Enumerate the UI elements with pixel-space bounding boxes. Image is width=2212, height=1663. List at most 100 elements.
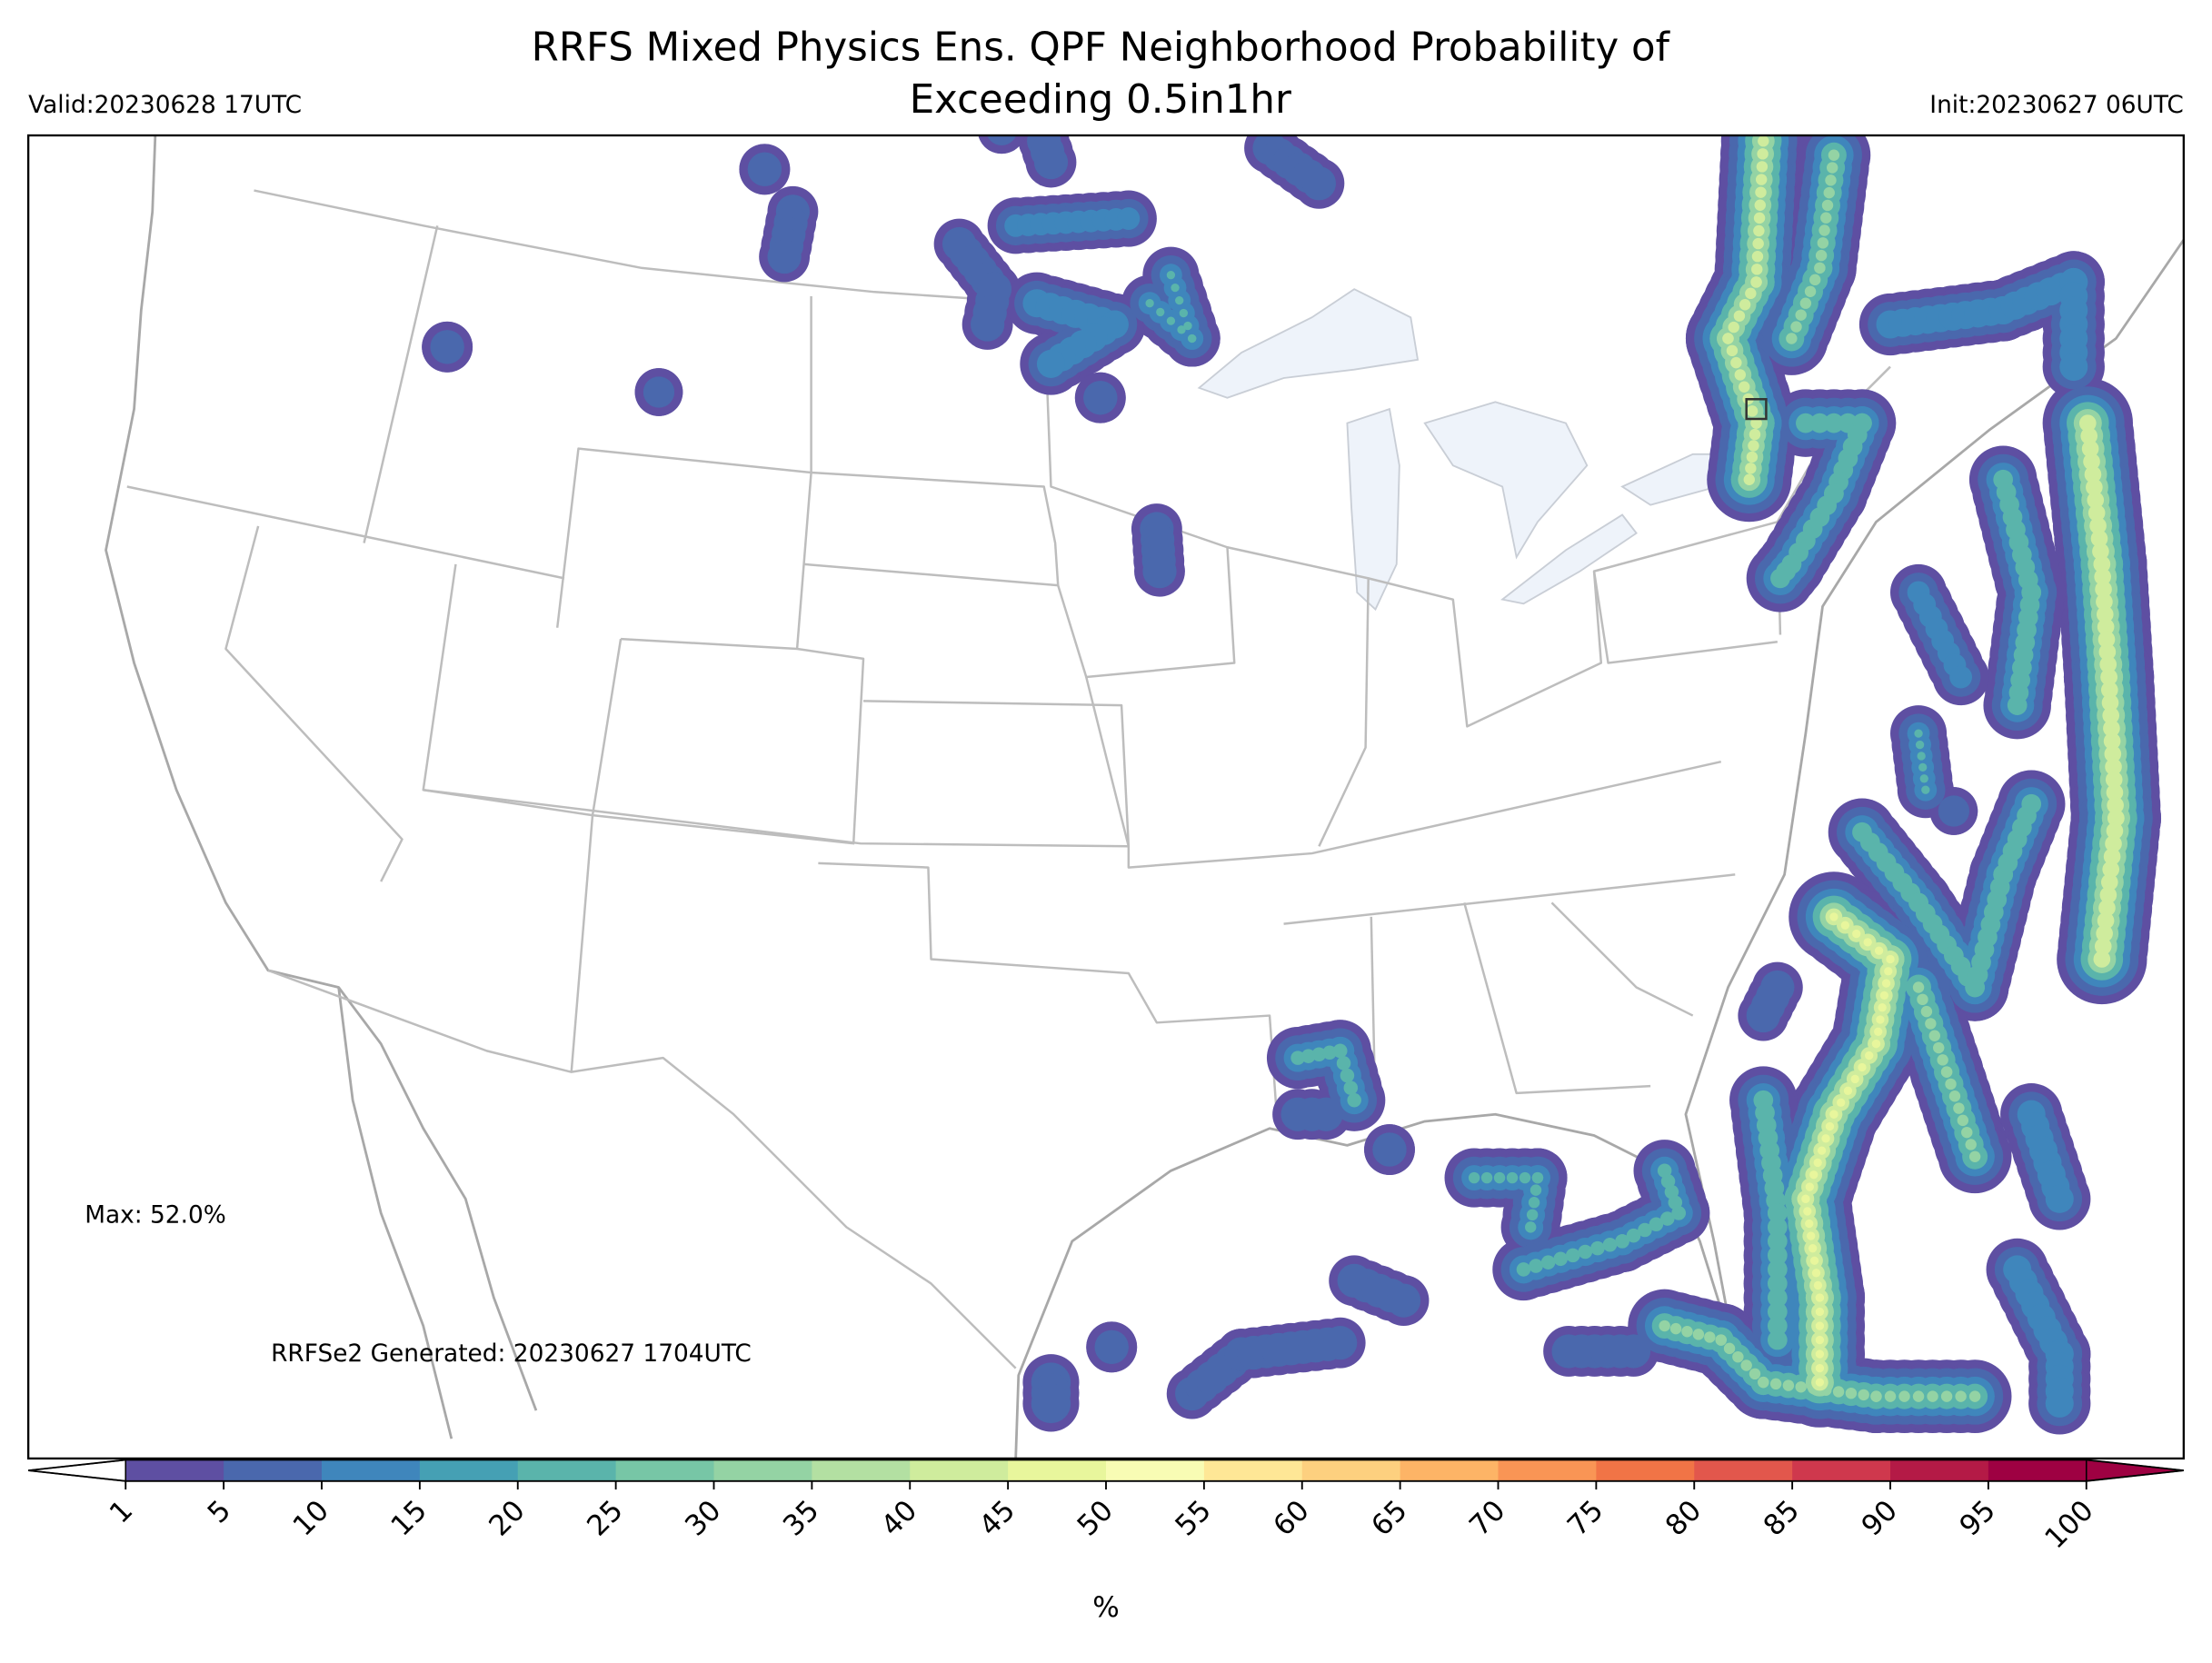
state-borders — [126, 189, 1891, 1369]
colorbar-segment — [1203, 1459, 1303, 1481]
probability-blob — [1817, 237, 1829, 249]
probability-blob — [2105, 835, 2122, 852]
probability-blob — [2095, 581, 2112, 598]
probability-blob — [1117, 207, 1141, 231]
probability-blob — [2107, 809, 2125, 827]
colorbar-label: % — [1092, 1591, 1120, 1624]
colorbar-segment — [125, 1459, 224, 1481]
probability-blob — [1813, 1158, 1822, 1168]
probability-blob — [1803, 1207, 1812, 1216]
probability-blob — [1728, 321, 1739, 334]
probability-blob — [1657, 1163, 1672, 1179]
probability-blob — [1336, 1056, 1351, 1070]
probability-blob — [2021, 793, 2042, 814]
colorbar-under — [28, 1459, 127, 1482]
colorbar-tick-label: 35 — [777, 1494, 825, 1542]
probability-blob — [1300, 1049, 1316, 1063]
probability-blob — [1183, 321, 1192, 331]
probability-blob — [1529, 1184, 1542, 1196]
probability-blob — [1343, 1080, 1359, 1095]
probability-blob — [1767, 1202, 1788, 1223]
probability-blob — [1681, 1326, 1693, 1338]
probability-blob — [1177, 325, 1186, 334]
probability-blob — [1638, 1222, 1652, 1238]
probability-blob — [1933, 1041, 1945, 1054]
probability-blob — [1746, 451, 1759, 463]
probability-blob — [1094, 1329, 1129, 1364]
colorbar-segment — [713, 1459, 813, 1481]
probability-blob — [1915, 740, 1925, 750]
probability-blob — [2099, 655, 2117, 673]
probability-blob — [1786, 333, 1798, 344]
probability-blob — [1751, 264, 1763, 275]
probability-blob — [1659, 1319, 1670, 1332]
probability-blob — [1749, 1368, 1761, 1380]
probability-blob — [2106, 783, 2124, 802]
probability-blob — [1752, 237, 1764, 250]
probability-blob — [1347, 1092, 1361, 1108]
probability-blob — [1750, 276, 1762, 288]
colorbar-tick-label: 75 — [1561, 1494, 1609, 1542]
probability-blob — [1083, 381, 1118, 415]
probability-blob — [1745, 463, 1757, 474]
probability-blob — [1767, 1260, 1788, 1280]
probability-blob — [1767, 1245, 1788, 1266]
probability-blob — [1815, 1335, 1825, 1345]
probability-blob — [1957, 1114, 1969, 1127]
probability-blob — [1821, 1134, 1830, 1143]
probability-blob — [1927, 1390, 1938, 1402]
probability-blob — [2096, 924, 2113, 942]
probability-blob — [1796, 413, 1816, 433]
probability-blob — [1145, 299, 1154, 308]
colorbar-tick-label: 10 — [287, 1494, 335, 1542]
colorbar-segment — [1988, 1459, 2087, 1481]
probability-blob — [1815, 1321, 1825, 1330]
probability-blob — [2100, 668, 2117, 686]
probability-blob — [2104, 745, 2122, 763]
probability-blob — [1815, 1349, 1825, 1359]
probability-blob — [1917, 752, 1926, 761]
probability-blob — [1726, 344, 1739, 357]
colorbar-tick-label: 80 — [1659, 1494, 1708, 1542]
probability-blob — [1755, 186, 1767, 198]
probability-blob — [1748, 440, 1759, 452]
station-marker — [1745, 398, 1768, 421]
probability-blob — [987, 135, 1017, 145]
probability-blob — [1704, 1331, 1716, 1343]
probability-blob — [1142, 554, 1177, 589]
probability-blob — [1301, 166, 1337, 201]
probability-blob — [1669, 1322, 1682, 1335]
probability-blob — [1309, 1097, 1343, 1131]
probability-blob — [1519, 1171, 1531, 1184]
probability-blob — [1166, 271, 1176, 280]
colorbar-tick-label: 20 — [483, 1494, 531, 1542]
colorbar-tick-label: 25 — [581, 1494, 629, 1542]
probability-blob — [2106, 822, 2124, 840]
probability-blob — [1723, 1342, 1736, 1355]
probability-blob — [2086, 478, 2103, 496]
probability-blob — [970, 307, 1005, 342]
probability-blob — [643, 376, 675, 408]
probability-blob — [2080, 427, 2098, 445]
probability-blob — [1506, 1171, 1519, 1184]
probability-blob — [2094, 568, 2112, 585]
colorbar-tick-label: 15 — [384, 1494, 433, 1542]
map-frame — [26, 134, 2186, 1460]
probability-blob — [1602, 1238, 1618, 1252]
colorbar-segment — [615, 1459, 715, 1481]
probability-blob — [1948, 1090, 1961, 1102]
probability-blob — [1809, 413, 1830, 433]
probability-blob — [1750, 417, 1762, 429]
probability-blob — [1799, 297, 1812, 309]
probability-blob — [1649, 1217, 1664, 1232]
probability-blob — [1815, 249, 1828, 262]
probability-blob — [2097, 618, 2115, 636]
probability-blob — [1837, 1098, 1846, 1107]
probability-blob — [1290, 1051, 1305, 1065]
probability-blob — [1815, 1307, 1825, 1317]
probability-blob — [2097, 631, 2116, 648]
probability-blob — [1171, 283, 1180, 293]
probability-blob — [1825, 174, 1837, 186]
probability-blob — [1386, 1283, 1421, 1318]
probability-blob — [1801, 1194, 1810, 1203]
